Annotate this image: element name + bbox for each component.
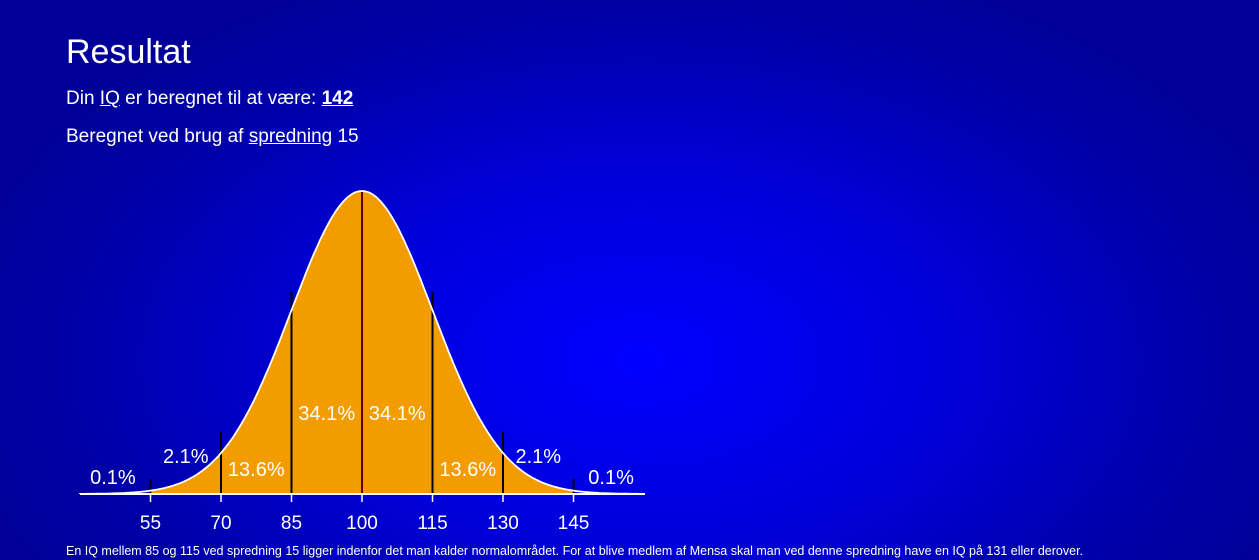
iq-link[interactable]: IQ [99,88,120,109]
tick-label: 55 [140,513,161,534]
segment-label: 13.6% [439,459,496,481]
segment-label: 2.1% [515,446,561,468]
tick-label: 130 [487,513,519,534]
sd-line: Beregnet ved brug af spredning 15 [66,126,359,148]
iq-middle: er beregnet til at være: [119,88,322,109]
page-title: Resultat [66,33,191,71]
segment-label: 34.1% [298,403,355,425]
segment-label: 13.6% [228,459,285,481]
segment-label: 2.1% [163,446,209,468]
sd-value: 15 [332,126,359,147]
segment-label: 34.1% [369,403,426,425]
spredning-link[interactable]: spredning [248,126,333,147]
sd-prefix: Beregnet ved brug af [66,126,249,147]
footnote: En IQ mellem 85 og 115 ved spredning 15 … [66,544,1084,558]
tick-label: 100 [346,513,378,534]
iq-value[interactable]: 142 [321,88,354,109]
distribution-curve [79,190,644,495]
tick-label: 115 [417,513,447,534]
iq-prefix: Din [66,88,100,109]
tick-label: 145 [558,513,590,534]
tick-label: 70 [210,513,231,534]
iq-result-line: Din IQ er beregnet til at være: 142 [66,88,353,110]
segment-label: 0.1% [588,467,634,489]
tick-label: 85 [281,513,302,534]
segment-label: 0.1% [90,467,136,489]
